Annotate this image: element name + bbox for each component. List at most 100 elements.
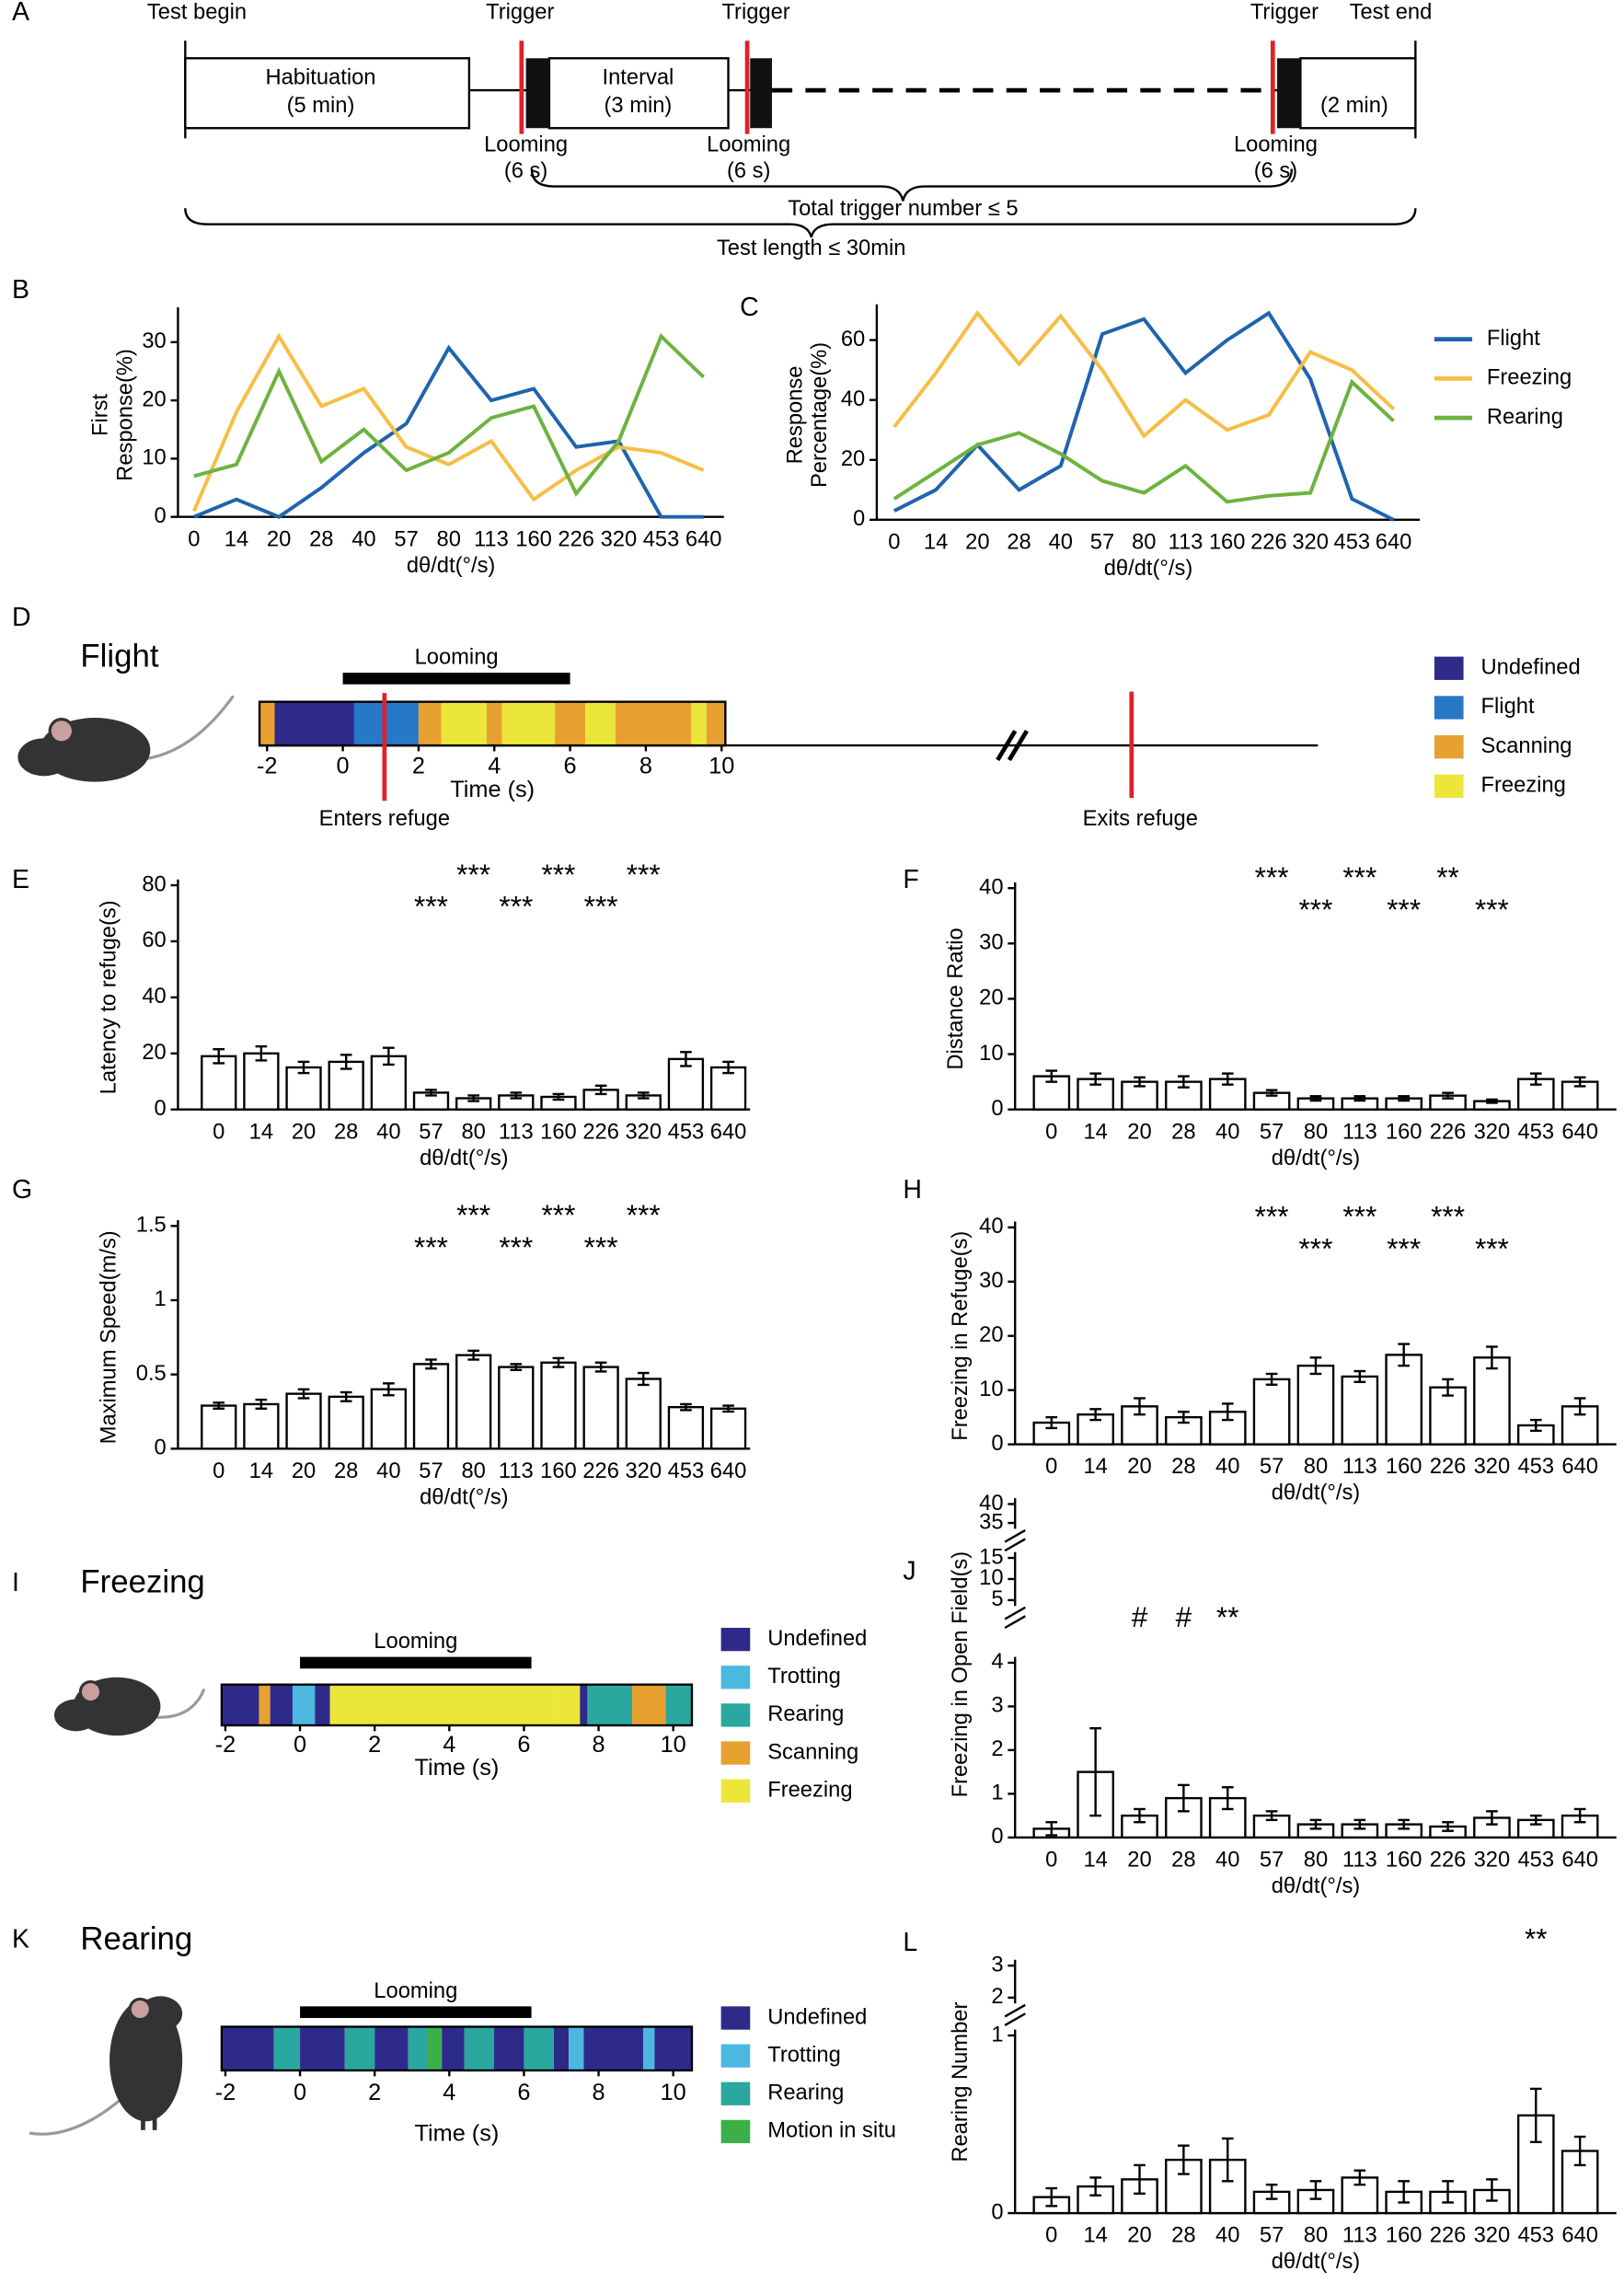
label: Test begin — [147, 1, 247, 25]
behavior-segment — [524, 2026, 554, 2070]
x-tick-label: 57 — [1260, 1848, 1284, 1872]
y-axis-label: Distance Ratio — [944, 928, 968, 1069]
x-tick-label: 28 — [1171, 1848, 1195, 1872]
tail — [29, 2095, 125, 2136]
bar — [667, 1057, 705, 1111]
behavior-segment — [706, 701, 726, 746]
x-tick-label: 6 — [517, 2080, 530, 2105]
x-tick-label: 160 — [540, 1120, 577, 1144]
x-tick-label: 8 — [593, 1732, 605, 1758]
significance: *** — [1431, 1200, 1465, 1233]
bar — [1473, 1356, 1511, 1446]
x-tick-label: 453 — [1334, 530, 1371, 554]
ethogram-frame — [258, 700, 727, 747]
x-tick-label: 640 — [1376, 530, 1412, 554]
behavior-segment — [292, 1684, 316, 1725]
x-tick-label: 40 — [1215, 1455, 1239, 1479]
x-axis-label: dθ/dt(°/s) — [1272, 1147, 1361, 1170]
legend-label: Rearing — [767, 1702, 844, 1726]
behavior-segment — [374, 2026, 409, 2070]
x-tick-label: 4 — [443, 1732, 455, 1758]
x-axis-label: Time (s) — [415, 1755, 500, 1781]
legend-label: Flight — [1487, 327, 1540, 351]
x-tick-label: 640 — [685, 527, 722, 551]
x-tick-label: 320 — [625, 1120, 662, 1144]
x-axis-label: dθ/dt(°/s) — [1272, 2250, 1361, 2274]
x-tick-label: 57 — [1260, 1455, 1284, 1479]
x-tick-label: -2 — [215, 2080, 236, 2105]
label: Trigger — [1250, 1, 1319, 25]
legend-label: Freezing — [1487, 366, 1572, 390]
x-tick-label: 28 — [334, 1459, 358, 1483]
significance: *** — [1475, 893, 1509, 926]
x-tick-label: 80 — [461, 1120, 485, 1144]
x-tick-label: 20 — [292, 1459, 316, 1483]
ethogram-frame — [220, 1683, 694, 1727]
x-tick-label: 320 — [601, 527, 638, 551]
behavior-segment — [553, 2026, 570, 2070]
significance: *** — [456, 858, 490, 891]
label: Trigger — [721, 1, 789, 25]
significance: *** — [1255, 1200, 1289, 1233]
behavior-segment — [553, 1684, 581, 1725]
y-tick-label: 30 — [979, 1269, 1003, 1293]
significance: *** — [1342, 1200, 1376, 1233]
y-axis-label: Freezing in Open Field(s) — [949, 1551, 973, 1798]
y-tick-label: 0 — [155, 1436, 167, 1460]
x-tick-label: 57 — [1090, 530, 1114, 554]
behavior-segment — [441, 701, 488, 746]
bar — [370, 1388, 407, 1450]
x-tick-label: 40 — [1049, 530, 1073, 554]
series-line — [192, 332, 705, 513]
x-tick-label: 160 — [515, 527, 552, 551]
x-tick-label: 10 — [661, 1732, 686, 1758]
y-tick-label: 0 — [155, 504, 167, 528]
bar — [243, 1052, 280, 1111]
x-tick-label: 0 — [213, 1120, 225, 1144]
axis-break — [1004, 1528, 1026, 1543]
x-tick-label: 28 — [334, 1120, 358, 1144]
mouse-ear — [48, 718, 75, 744]
label: (2 min) — [1320, 94, 1388, 118]
behavior-segment — [580, 1684, 588, 1725]
bar — [201, 1404, 237, 1450]
x-tick-label: 10 — [708, 754, 734, 779]
x-tick-label: -2 — [257, 754, 278, 779]
x-tick-label: 113 — [474, 527, 509, 551]
bar — [285, 1392, 322, 1450]
significance: *** — [1387, 893, 1421, 926]
bar — [1252, 1378, 1291, 1446]
series-line — [893, 309, 1395, 439]
y-axis-label: Response — [783, 366, 807, 465]
y-tick-label: 40 — [979, 875, 1003, 899]
legend-label: Freezing — [767, 1778, 852, 1802]
legend-label: Rearing — [767, 2081, 844, 2105]
x-tick-label: 453 — [1517, 1848, 1554, 1872]
y-tick-label: 0 — [991, 1825, 1003, 1849]
x-tick-label: 57 — [1260, 2224, 1284, 2248]
x-tick-label: 8 — [639, 754, 652, 779]
x-tick-label: 14 — [1083, 2224, 1107, 2248]
legend-swatch — [1434, 735, 1464, 759]
x-tick-label: 320 — [1474, 1455, 1511, 1479]
y-tick-label: 30 — [142, 329, 166, 353]
y-tick-label: 15 — [979, 1545, 1003, 1569]
x-tick-label: 2 — [412, 754, 425, 779]
looming-bar — [342, 673, 570, 685]
legend-label: Rearing — [1487, 405, 1563, 429]
legend-swatch — [720, 2006, 751, 2030]
x-tick-label: 10 — [661, 2080, 686, 2105]
significance: *** — [414, 1230, 448, 1263]
behavior-segment — [259, 1684, 271, 1725]
label: Test length ≤ 30min — [717, 236, 906, 260]
label: (6 s) — [504, 159, 547, 183]
x-tick-label: 160 — [540, 1459, 577, 1483]
behavior-segment — [259, 701, 275, 746]
bar — [243, 1402, 280, 1450]
x-tick-label: 320 — [1474, 2224, 1511, 2248]
x-axis-label: dθ/dt(°/s) — [420, 1485, 509, 1509]
x-tick-label: 113 — [499, 1120, 534, 1144]
x-tick-label: 0 — [294, 1732, 306, 1758]
significance: *** — [1342, 860, 1376, 894]
label: (6 s) — [727, 159, 770, 183]
